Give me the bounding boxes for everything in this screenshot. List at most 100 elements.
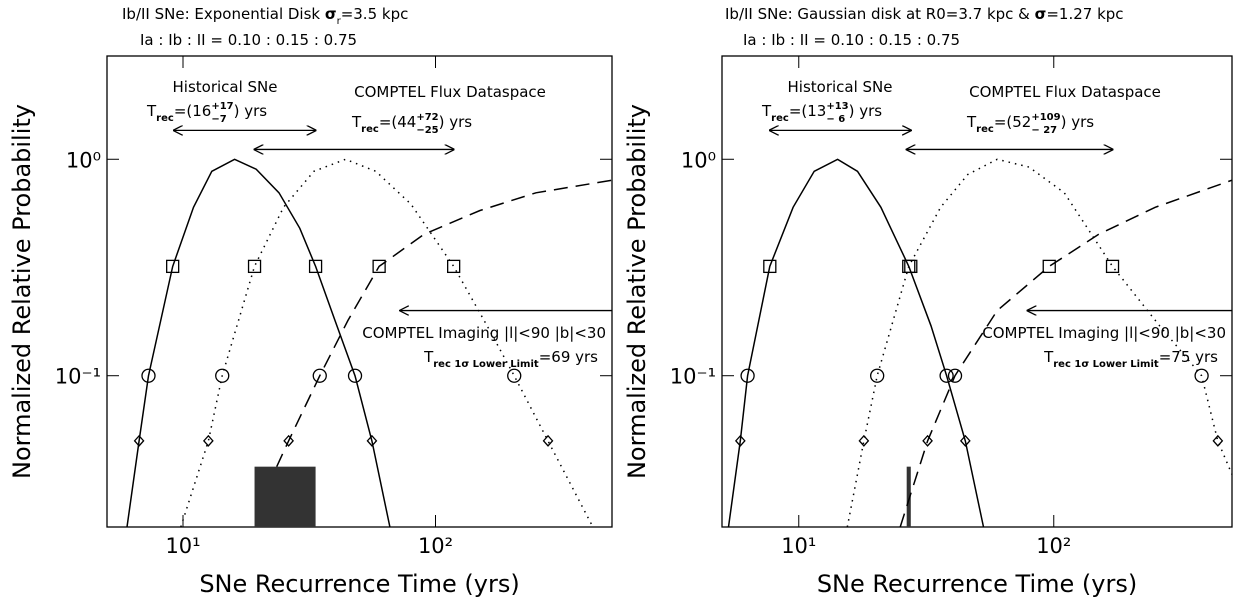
marker-circle [141,368,156,383]
trec-part: ) yrs [1061,113,1095,131]
trec-part: T [761,102,772,120]
marker-diamond [959,434,971,447]
marker-circle [870,368,885,383]
trec-part: rec 1σ Lower Limit [433,359,539,370]
trec-part: ) yrs [234,102,268,120]
trec-part: −7 [211,114,226,125]
title-part: Ib/II SNe: Exponential Disk [122,5,325,23]
trec-part: =(52 [994,113,1032,131]
trec-part: =(44 [379,113,417,131]
marker-circle [1194,368,1209,383]
chart-subtitle: Ia : Ib : II = 0.10 : 0.15 : 0.75 [140,31,357,49]
title-part: Ib/II SNe: Gaussian disk at R0=3.7 kpc & [725,5,1035,23]
marker-square [372,259,386,274]
trec-label: Trec 1σ Lower Limit=69 yrs [423,348,598,370]
marker-circle [939,368,954,383]
annotation: COMPTEL Flux Dataspace [969,83,1161,101]
marker-circle [947,368,963,383]
trec-part: ) yrs [849,102,883,120]
shaded-bar [254,466,316,527]
annotation: COMPTEL Imaging |l|<90 |b|<30 [362,324,606,342]
chart-subtitle: Ia : Ib : II = 0.10 : 0.15 : 0.75 [743,31,960,49]
marker-square [1042,259,1056,274]
trec-part: rec 1σ Lower Limit [1053,359,1159,370]
trec-part: rec [156,113,174,124]
curve [276,179,613,468]
trec-part: ) yrs [439,113,473,131]
marker-circle [312,368,327,383]
y-tick-label: 10⁰ [681,148,716,172]
y-tick-label: 10⁻¹ [670,365,716,389]
trec-part: +13 [826,101,848,112]
trec-part: − 6 [826,114,845,125]
marker-square [904,259,918,274]
trec-label: Trec=(16+17 −7 ) yrs [146,101,267,125]
title-part: =3.5 kpc [341,5,409,23]
panel: Ib/II SNe: Gaussian disk at R0=3.7 kpc &… [623,5,1233,598]
marker-square [447,259,461,274]
y-axis-label: Normalized Relative Probability [8,104,36,479]
marker-diamond [922,434,933,447]
curve [180,158,594,528]
marker-square [166,259,180,274]
annotation: Historical SNe [788,78,893,96]
title-part: r [337,16,342,27]
marker-circle [740,368,755,383]
shaded-bar [906,466,911,527]
trec-part: T [1043,348,1054,366]
title-part: σ [1035,5,1047,23]
plot-frame [106,55,613,528]
trec-part: rec [771,113,789,124]
trec-label: Trec=(13+13 − 6 ) yrs [761,101,882,125]
trec-part: +109 [1031,112,1060,123]
x-tick-label: 10² [1036,534,1071,558]
marker-circle [215,368,230,383]
marker-diamond [858,434,870,447]
marker-diamond [542,434,554,447]
panel: Ib/II SNe: Exponential Disk σr=3.5 kpc Ia… [8,5,613,598]
annotation: COMPTEL Imaging |l|<90 |b|<30 [982,324,1226,342]
plot-frame [721,55,1233,528]
trec-label: Trec=(44+72 −25) yrs [351,112,472,136]
trec-part: T [351,113,362,131]
marker-diamond [1212,434,1224,447]
x-axis-label: SNe Recurrence Time (yrs) [817,570,1137,598]
curve [899,179,1233,528]
trec-part: rec [361,124,379,135]
trec-label: Trec 1σ Lower Limit=75 yrs [1043,348,1218,370]
marker-diamond [283,434,295,447]
marker-circle [347,368,363,383]
trec-part: rec [976,124,994,135]
curve [126,158,391,528]
trec-part: T [146,102,157,120]
marker-square [763,259,777,274]
trec-part: =(16 [174,102,212,120]
y-tick-label: 10⁻¹ [55,365,101,389]
marker-square [247,259,262,274]
annotation: Historical SNe [173,78,278,96]
trec-part: +72 [416,112,438,123]
x-tick-label: 10¹ [165,534,200,558]
trec-part: −25 [416,125,438,136]
trec-part: T [966,113,977,131]
chart-title: Ib/II SNe: Gaussian disk at R0=3.7 kpc &… [725,5,1124,23]
trec-part: =69 yrs [539,348,598,366]
chart-title: Ib/II SNe: Exponential Disk σr=3.5 kpc [122,5,408,27]
trec-part: =75 yrs [1159,348,1218,366]
trec-part: − 27 [1031,125,1057,136]
marker-square [308,259,323,274]
marker-diamond [734,434,746,447]
trec-part: =(13 [789,102,827,120]
curve [846,158,1233,528]
x-tick-label: 10¹ [781,534,816,558]
curve [727,158,985,528]
trec-part: T [423,348,434,366]
trec-part: +17 [211,101,233,112]
title-part: =1.27 kpc [1046,5,1123,23]
x-tick-label: 10² [418,534,453,558]
marker-diamond [366,434,378,447]
y-axis-label: Normalized Relative Probability [623,104,651,479]
marker-square [1105,259,1120,274]
trec-label: Trec=(52+109 − 27 ) yrs [966,112,1094,136]
marker-diamond [202,434,214,447]
